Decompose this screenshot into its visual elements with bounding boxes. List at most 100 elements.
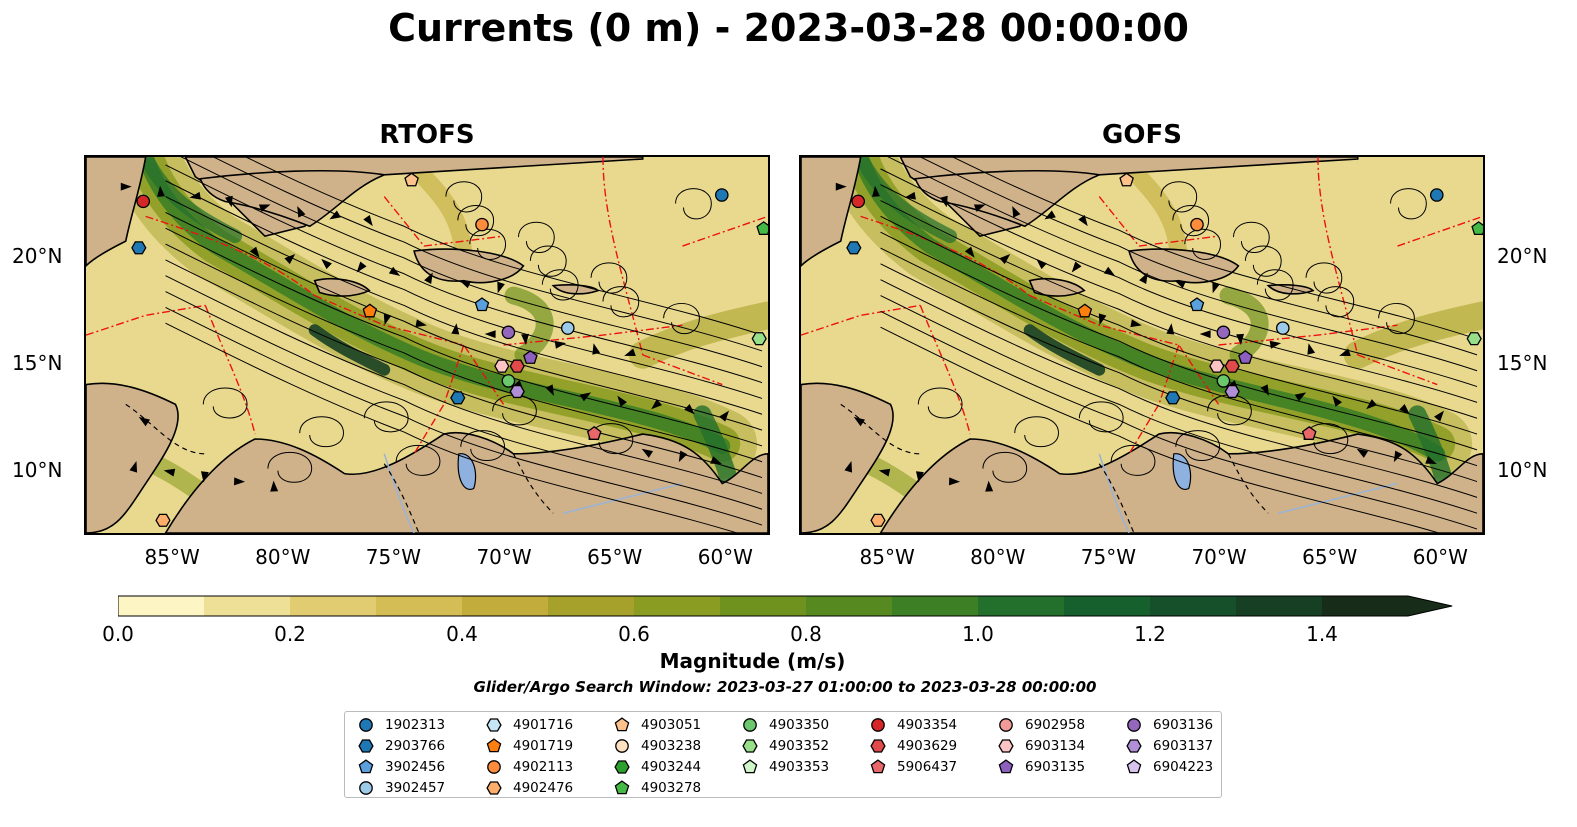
legend-item: 4903352 — [741, 736, 829, 756]
legend-label: 6903136 — [1153, 717, 1214, 733]
float-marker — [1216, 325, 1231, 340]
map-rtofs[interactable] — [84, 155, 770, 535]
lon-tick-label: 80°W — [255, 545, 311, 569]
legend-marker-icon — [486, 738, 502, 753]
float-marker — [450, 391, 466, 405]
legend-item: 6902958 — [997, 715, 1085, 735]
colorbar-tick-label: 1.4 — [1306, 622, 1338, 646]
panel-title-gofs: GOFS — [1102, 120, 1182, 150]
colorbar-segment — [118, 596, 205, 616]
colorbar-tick-label: 0.8 — [790, 622, 822, 646]
float-marker — [1209, 359, 1225, 373]
lon-tick-label: 70°W — [1191, 545, 1247, 569]
legend-marker-icon — [614, 760, 630, 774]
legend-marker-icon — [486, 718, 502, 732]
float-marker — [136, 194, 151, 209]
legend-item: 2903766 — [357, 736, 445, 756]
legend-item: 4902113 — [485, 757, 573, 777]
legend-label: 4903353 — [769, 759, 830, 775]
legend-marker-icon — [1127, 718, 1141, 732]
float-marker — [1275, 321, 1290, 335]
colorbar-segment — [204, 596, 291, 616]
lon-tick-label: 85°W — [859, 545, 915, 569]
float-marker — [1466, 332, 1482, 346]
float-marker — [1301, 426, 1317, 440]
float-marker — [714, 188, 729, 202]
legend-item: 4903629 — [869, 736, 957, 756]
legend-label: 2903766 — [385, 738, 446, 754]
legend-label: 6904223 — [1153, 759, 1214, 775]
lon-tick-label: 85°W — [144, 545, 200, 569]
float-marker — [1224, 384, 1240, 399]
float-markers — [131, 172, 768, 527]
legend-item: 6903134 — [997, 736, 1085, 756]
float-marker — [404, 172, 419, 187]
float-marker — [1077, 303, 1093, 318]
legend-item: 4901719 — [485, 736, 573, 756]
legend-item: 6903135 — [997, 757, 1085, 777]
colorbar-label: Magnitude (m/s) — [659, 649, 846, 673]
float-marker — [474, 297, 490, 312]
lon-tick-label: 75°W — [365, 545, 422, 569]
search-window-text: Glider/Argo Search Window: 2023-03-27 01… — [473, 678, 1097, 696]
float-marker — [756, 221, 768, 236]
legend-marker-icon — [998, 739, 1014, 753]
lake-maracaibo — [457, 453, 477, 490]
float-marker — [846, 241, 862, 255]
colorbar-tick-label: 0.4 — [446, 622, 478, 646]
float-marker — [1165, 391, 1181, 405]
legend-marker-icon — [614, 780, 630, 795]
legend-marker-icon — [871, 718, 885, 732]
float-marker — [509, 359, 525, 373]
central-america-west — [86, 382, 179, 533]
map-gofs[interactable] — [799, 155, 1485, 535]
legend-item: 4903238 — [613, 736, 701, 756]
legend-label: 6903137 — [1153, 738, 1214, 754]
legend-label: 4901716 — [513, 717, 574, 733]
legend-label: 4902113 — [513, 759, 574, 775]
legend-marker-icon — [358, 759, 374, 774]
legend-label: 6903135 — [1025, 759, 1086, 775]
legend-marker-icon — [614, 717, 630, 732]
legend-marker-icon — [999, 718, 1013, 732]
float-marker — [560, 321, 575, 335]
lat-tick-label: 20°N — [1497, 244, 1548, 269]
legend-label: 5906437 — [897, 759, 958, 775]
colorbar-tick-label: 0.6 — [618, 622, 650, 646]
legend-label: 4903354 — [897, 717, 958, 733]
map-canvas — [801, 157, 1483, 533]
legend-label: 4903238 — [641, 738, 702, 754]
colorbar-segment — [548, 596, 635, 616]
jamaica — [313, 277, 371, 297]
lon-tick-label: 70°W — [476, 545, 532, 569]
central-america-west — [801, 382, 894, 533]
streamlines — [165, 157, 763, 533]
yucatan — [86, 157, 147, 267]
legend-marker-icon — [358, 739, 374, 753]
legend-marker-icon — [998, 759, 1014, 774]
legend-item: 6903137 — [1125, 736, 1213, 756]
legend-marker-icon — [359, 718, 373, 732]
float-markers — [846, 172, 1483, 527]
legend-marker-icon — [1126, 759, 1142, 774]
legend-item: 1902313 — [357, 715, 445, 735]
float-marker — [501, 325, 516, 340]
float-marker — [1190, 217, 1204, 232]
legend-item: 4903353 — [741, 757, 829, 777]
lon-tick-label: 60°W — [697, 545, 753, 569]
float-marker — [362, 303, 378, 318]
lon-tick-label: 65°W — [1302, 545, 1358, 569]
float-marker — [586, 426, 602, 440]
cuba — [199, 169, 388, 228]
legend-item: 5906437 — [869, 757, 957, 777]
legend-marker-icon — [1126, 739, 1142, 753]
legend-label: 6903134 — [1025, 738, 1086, 754]
colorbar-segment — [1064, 596, 1151, 616]
lat-tick-label: 20°N — [12, 244, 63, 269]
colorbar-tick-label: 1.2 — [1134, 622, 1166, 646]
legend-label: 4903244 — [641, 759, 702, 775]
legend-marker-icon — [743, 718, 757, 732]
float-marker — [870, 513, 886, 527]
colorbar-segment — [806, 596, 893, 616]
legend-marker-icon — [359, 781, 373, 795]
